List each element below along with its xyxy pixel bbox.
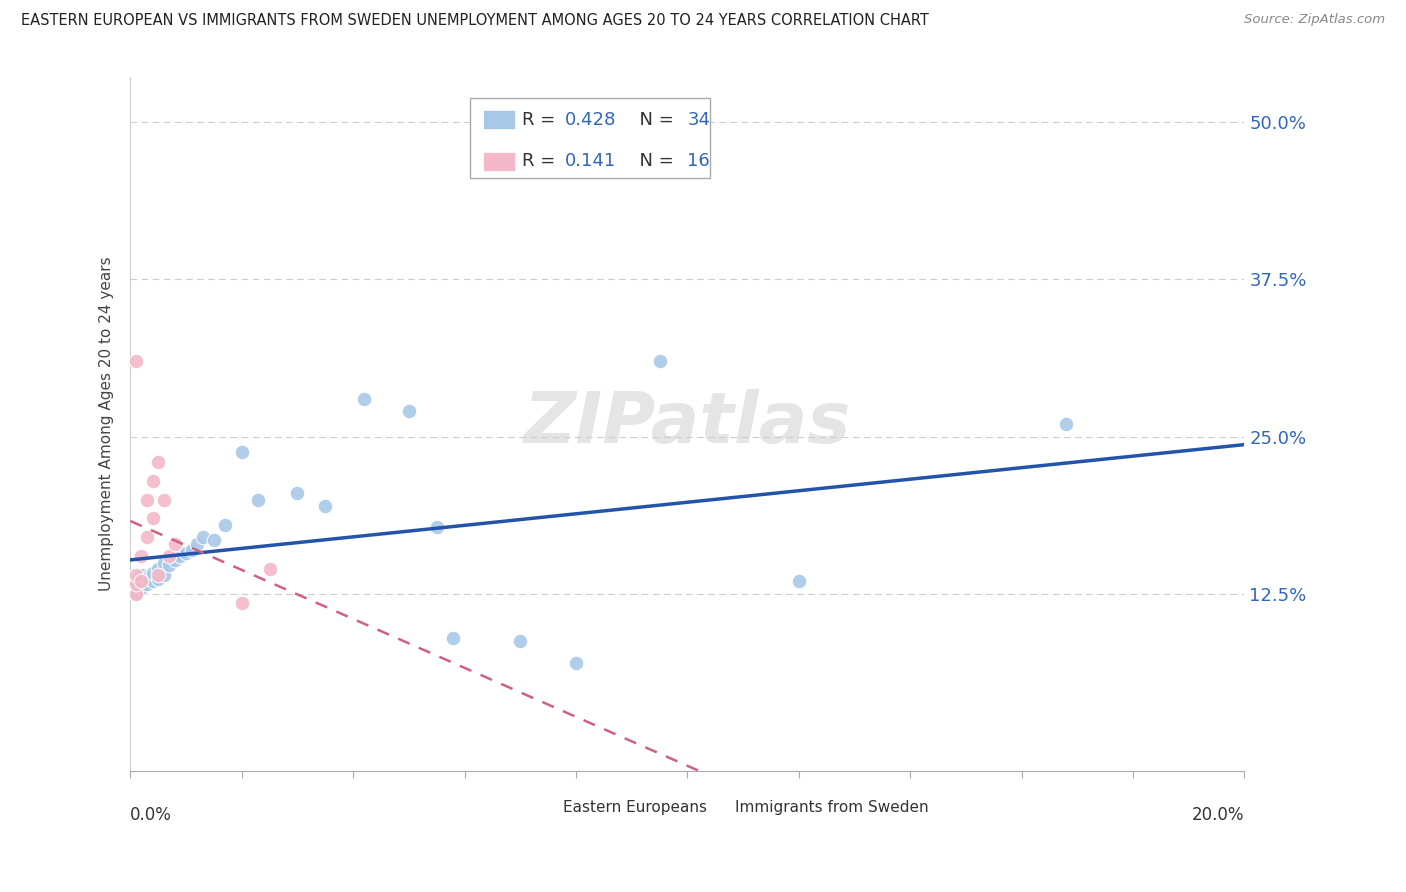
Point [125,587,148,601]
Y-axis label: Unemployment Among Ages 20 to 24 years: Unemployment Among Ages 20 to 24 years [100,257,114,591]
Point [152,568,174,582]
Point [125,577,148,591]
Point [136,530,159,544]
Text: Source: ZipAtlas.com: Source: ZipAtlas.com [1244,13,1385,27]
Point [787,574,810,589]
Point [131,581,153,595]
Point [131,574,153,589]
Text: 16: 16 [688,153,710,170]
Point [231,444,253,458]
Point [163,537,186,551]
Point [142,574,165,589]
Point [353,392,375,406]
Point [142,566,165,580]
Text: N =: N = [628,111,681,128]
Point [191,530,214,544]
FancyBboxPatch shape [531,804,555,819]
Point [509,633,531,648]
Point [259,562,281,576]
Point [125,354,148,368]
Text: 34: 34 [688,111,710,128]
Point [169,549,191,564]
Text: N =: N = [628,153,681,170]
Text: R =: R = [523,153,561,170]
Point [152,556,174,570]
FancyBboxPatch shape [704,804,728,819]
Point [148,455,170,469]
Point [174,545,197,559]
Point [157,549,180,564]
Point [426,520,449,534]
Point [287,486,309,500]
Point [648,354,671,368]
FancyBboxPatch shape [470,98,710,178]
Point [136,571,159,585]
Point [247,492,270,507]
Point [202,533,225,547]
Text: Immigrants from Sweden: Immigrants from Sweden [735,800,929,814]
Text: 0.0%: 0.0% [131,805,172,824]
Point [398,404,420,418]
Text: Eastern Europeans: Eastern Europeans [562,800,707,814]
Point [231,596,253,610]
Point [157,558,180,573]
Point [1054,417,1077,431]
Point [148,572,170,586]
Point [131,549,153,564]
Point [163,553,186,567]
Point [186,537,208,551]
Text: R =: R = [523,111,561,128]
Text: EASTERN EUROPEAN VS IMMIGRANTS FROM SWEDEN UNEMPLOYMENT AMONG AGES 20 TO 24 YEAR: EASTERN EUROPEAN VS IMMIGRANTS FROM SWED… [21,13,929,29]
Point [125,568,148,582]
Point [214,517,236,532]
FancyBboxPatch shape [484,152,515,171]
Point [148,568,170,582]
Text: ZIPatlas: ZIPatlas [523,390,851,458]
Point [142,511,165,525]
Point [314,499,336,513]
Point [180,543,202,558]
Point [441,631,464,645]
Point [136,492,159,507]
Text: 0.141: 0.141 [565,153,616,170]
Point [142,474,165,488]
Point [565,657,588,671]
Point [152,492,174,507]
Point [131,568,153,582]
FancyBboxPatch shape [484,110,515,129]
Text: 0.428: 0.428 [565,111,616,128]
Text: 20.0%: 20.0% [1192,805,1244,824]
Point [125,587,148,601]
Point [136,577,159,591]
Point [148,562,170,576]
Point [125,574,148,589]
